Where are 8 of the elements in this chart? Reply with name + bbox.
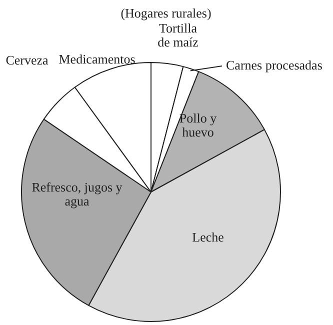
slice-label: Medicamentos [58,51,136,66]
slice-label: Cerveza [6,52,49,68]
chart-title: (Hogares rurales) [120,5,212,20]
slice-label: Pollo y huevo [179,110,218,140]
slice-label: Refresco, jugos y agua [32,179,123,208]
slice-label: Carnes procesadas [226,57,322,72]
slice-label: Leche [192,229,224,244]
slice-label: Tortilla de maíz [158,20,199,50]
